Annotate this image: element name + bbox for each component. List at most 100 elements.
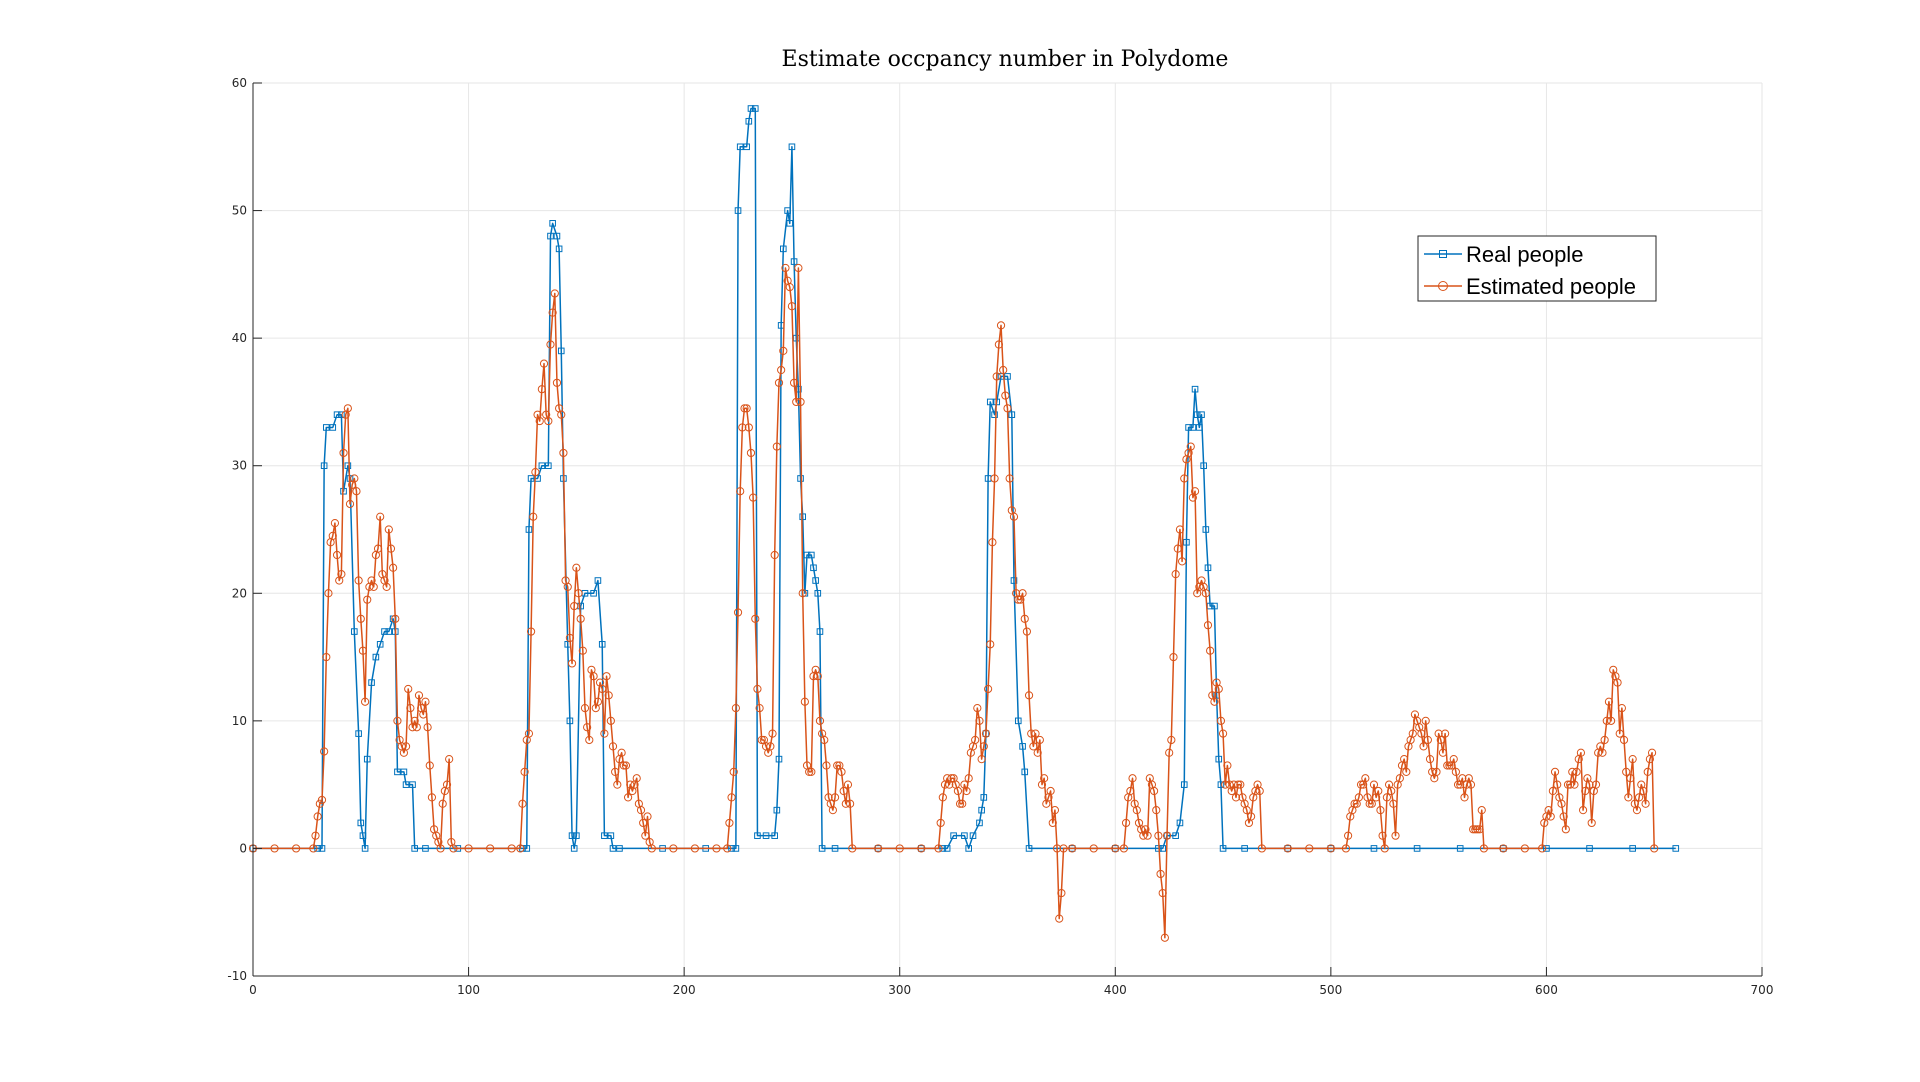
data-point: [1395, 774, 1404, 783]
data-point: [747, 105, 755, 112]
data-point: [1602, 716, 1611, 725]
data-point: [1242, 806, 1251, 815]
data-point: [1520, 844, 1529, 853]
data-point: [598, 684, 607, 694]
legend-label: Estimated people: [1466, 274, 1636, 299]
data-point: [1635, 793, 1644, 802]
data-point: [339, 448, 348, 458]
data-point: [727, 793, 736, 802]
data-point: [1193, 411, 1201, 418]
data-point: [797, 475, 804, 482]
x-tick-label: 200: [673, 983, 696, 997]
data-point: [568, 832, 576, 839]
data-point: [1171, 570, 1180, 579]
data-point: [1598, 748, 1607, 757]
data-point: [1055, 914, 1064, 923]
data-point: [733, 608, 743, 617]
data-point: [1550, 767, 1560, 776]
data-point: [1152, 806, 1161, 815]
data-point: [1456, 845, 1464, 852]
data-point: [837, 767, 846, 776]
plot-area: [248, 105, 1680, 942]
data-point: [400, 768, 408, 776]
data-point: [1217, 781, 1225, 788]
data-point: [1018, 589, 1027, 598]
data-point: [839, 786, 848, 796]
data-point: [805, 767, 814, 776]
data-point: [602, 672, 611, 681]
data-point: [609, 845, 617, 852]
data-point: [427, 793, 437, 802]
data-point: [414, 691, 424, 700]
data-point: [1344, 831, 1353, 840]
data-point: [389, 563, 398, 572]
data-point: [1367, 799, 1376, 808]
data-point: [1449, 755, 1458, 764]
data-point: [354, 576, 363, 585]
data-point: [810, 564, 817, 572]
y-tick-label: 0: [239, 841, 247, 855]
data-point: [359, 832, 367, 839]
data-point: [322, 424, 330, 431]
data-point: [1206, 646, 1215, 655]
data-point: [1617, 704, 1626, 713]
data-point: [570, 845, 578, 852]
data-point: [1370, 845, 1378, 852]
data-point: [1628, 755, 1637, 764]
data-point: [1014, 595, 1023, 604]
data-point: [1005, 474, 1014, 483]
data-point: [314, 845, 321, 852]
data-point: [608, 742, 618, 751]
data-point: [996, 321, 1006, 330]
data-point: [1218, 729, 1228, 738]
data-point: [953, 786, 963, 796]
plot-background: [253, 83, 1762, 976]
series-2: [248, 263, 1659, 942]
data-point: [1003, 404, 1012, 413]
data-point: [1216, 716, 1226, 725]
data-point: [751, 105, 759, 112]
data-point: [360, 697, 370, 706]
data-point: [576, 614, 585, 623]
data-point: [565, 633, 574, 643]
data-point: [979, 742, 988, 751]
data-point: [1154, 831, 1163, 840]
data-point: [846, 799, 855, 808]
y-tick-label: 50: [232, 204, 247, 218]
data-point: [947, 774, 956, 783]
data-point: [991, 411, 998, 418]
data-point: [1624, 793, 1633, 802]
data-point: [1048, 818, 1057, 828]
y-tick-label: 10: [232, 714, 247, 728]
data-point: [784, 207, 791, 214]
data-point: [369, 582, 378, 592]
data-point: [548, 308, 557, 317]
data-point: [412, 723, 421, 732]
data-point: [738, 423, 747, 432]
data-point: [753, 684, 762, 694]
data-point: [1369, 780, 1379, 789]
data-point: [442, 780, 452, 789]
data-point: [1246, 812, 1256, 821]
data-point: [955, 799, 965, 808]
x-tick-label: 0: [249, 983, 257, 997]
data-point: [1354, 793, 1363, 802]
y-tick-label: -10: [227, 969, 247, 983]
data-point: [787, 302, 797, 311]
data-point: [613, 780, 622, 789]
legend-marker: [1438, 281, 1448, 291]
data-point: [1376, 806, 1385, 815]
data-point: [1160, 933, 1169, 942]
data-point: [1326, 844, 1335, 853]
data-point: [962, 786, 971, 796]
data-point: [749, 493, 758, 502]
data-point: [585, 735, 594, 745]
data-point: [594, 577, 602, 584]
data-point: [1641, 799, 1650, 808]
data-point: [789, 378, 799, 387]
data-point: [394, 768, 401, 776]
data-point: [1204, 564, 1212, 572]
data-point: [516, 844, 525, 853]
data-point: [598, 641, 606, 648]
